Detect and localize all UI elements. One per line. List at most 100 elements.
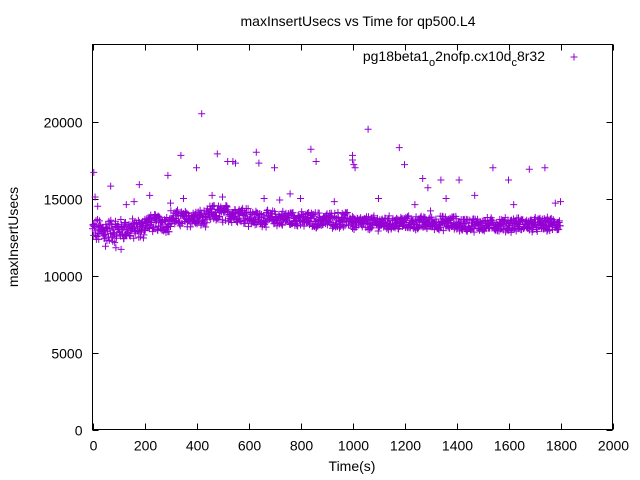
x-tick-label: 0 <box>90 438 98 454</box>
data-point-outlier <box>122 201 130 209</box>
data-point-outlier <box>177 151 185 159</box>
data-point <box>161 217 169 225</box>
data-point <box>228 218 236 226</box>
data-point-outlier <box>541 164 549 172</box>
data-point <box>149 228 157 236</box>
data-point <box>167 223 174 231</box>
data-point <box>426 214 434 222</box>
legend: pg18beta1o2nofp.cx10dc8r32 <box>363 48 578 69</box>
data-point <box>439 227 447 235</box>
data-point <box>336 224 343 232</box>
data-point-outlier <box>90 168 98 176</box>
data-point-outlier <box>551 199 559 207</box>
data-point-outlier <box>455 176 463 184</box>
data-point-outlier <box>271 164 278 172</box>
x-tick-label: 400 <box>186 438 210 454</box>
legend-plus-marker <box>570 53 578 61</box>
y-tick-label: 5000 <box>51 346 82 362</box>
data-point-outlier <box>91 193 99 201</box>
y-axis-ticks: 0 5000 10000 15000 20000 <box>44 115 613 439</box>
data-point-outlier <box>255 159 263 167</box>
data-point <box>244 205 252 213</box>
data-point-outlier <box>525 165 533 173</box>
y-tick-label: 15000 <box>44 192 83 208</box>
data-point-outlier <box>276 196 284 204</box>
data-point-outlier <box>349 156 356 164</box>
data-point-outlier <box>364 125 372 133</box>
data-point-outlier <box>219 193 226 201</box>
data-point-outlier <box>112 244 120 252</box>
data-point-outlier <box>375 195 382 202</box>
x-tick-label: 1000 <box>338 438 369 454</box>
data-point <box>256 209 264 217</box>
data-point <box>95 235 103 243</box>
data-point <box>96 217 104 225</box>
data-point-outlier <box>260 195 268 202</box>
x-tick-label: 800 <box>290 438 314 454</box>
legend-subscript: o <box>429 57 435 69</box>
data-point <box>119 224 127 232</box>
y-tick-label: 20000 <box>44 115 83 131</box>
data-point <box>150 223 158 231</box>
y-tick-label: 10000 <box>44 269 83 285</box>
data-point <box>111 239 119 247</box>
data-point-outlier <box>395 144 403 152</box>
data-point-outlier <box>146 191 154 199</box>
data-point-outlier <box>130 198 138 206</box>
data-point <box>405 212 413 220</box>
data-point <box>398 222 406 230</box>
data-point <box>341 222 349 230</box>
data-point-outlier <box>94 202 102 210</box>
data-point-outlier <box>442 195 450 202</box>
data-point-outlier <box>307 145 315 153</box>
x-axis-label: Time(s) <box>329 458 376 474</box>
data-point-outlier <box>401 161 408 169</box>
data-point-outlier <box>419 174 427 182</box>
data-point <box>221 216 229 224</box>
data-point <box>331 209 339 217</box>
data-point <box>342 210 350 218</box>
data-point-outlier <box>505 176 512 184</box>
data-point-outlier <box>297 195 304 202</box>
data-point-outlier <box>107 182 115 190</box>
data-point <box>452 215 460 223</box>
data-point <box>106 219 114 227</box>
data-point <box>339 223 347 231</box>
data-point-outlier <box>286 190 294 198</box>
data-point-outlier <box>557 198 564 206</box>
legend-marker <box>570 53 578 61</box>
data-point-outlier <box>135 181 143 189</box>
x-tick-label: 600 <box>238 438 262 454</box>
data-point <box>349 224 356 232</box>
data-point <box>463 215 471 223</box>
data-point <box>117 216 125 224</box>
data-point <box>428 213 436 221</box>
data-point-outlier <box>312 158 320 166</box>
data-point <box>224 206 232 214</box>
x-tick-label: 2000 <box>598 438 629 454</box>
data-point <box>391 224 399 232</box>
data-point-outlier <box>193 164 200 172</box>
legend-text-part: 2nofp.cx10d <box>435 48 511 64</box>
data-point <box>103 223 111 231</box>
x-tick-label: 1800 <box>546 438 577 454</box>
data-point-outlier <box>510 201 518 209</box>
data-point-outlier <box>117 245 125 253</box>
x-tick-label: 1200 <box>390 438 421 454</box>
data-point <box>555 225 563 233</box>
x-axis-ticks: 0 200 400 600 800 1000 1200 1400 1600 1800 2000 <box>90 44 629 454</box>
data-point <box>202 223 210 231</box>
data-point-outlier <box>102 242 109 250</box>
data-point <box>310 212 318 220</box>
data-point <box>385 212 393 220</box>
data-point <box>300 222 308 230</box>
data-point-outlier <box>208 191 216 199</box>
legend-entry-label: pg18beta1o2nofp.cx10dc8r32 <box>363 48 545 69</box>
data-point <box>156 213 164 221</box>
data-point <box>186 223 194 231</box>
data-points <box>89 110 564 253</box>
data-point-outlier <box>411 201 419 209</box>
data-point <box>154 212 162 220</box>
data-point <box>236 217 244 225</box>
y-axis-label: maxInsertUsecs <box>5 187 21 287</box>
